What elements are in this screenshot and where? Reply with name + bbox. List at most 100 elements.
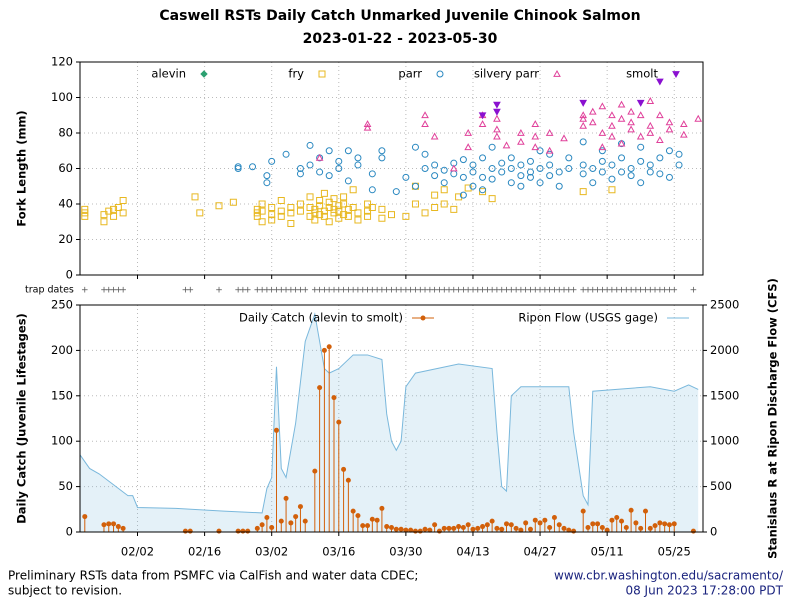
point: [579, 99, 588, 107]
trap-date-marker: +: [599, 286, 607, 296]
legend-marker: [436, 70, 444, 78]
catch-point: [374, 517, 380, 523]
trap-date-marker: +: [421, 286, 429, 296]
trap-date-marker: +: [402, 286, 410, 296]
trap-date-marker: +: [383, 286, 391, 296]
catch-point: [115, 524, 121, 530]
y-tick-label: 20: [58, 232, 73, 246]
point: [459, 156, 467, 164]
y2-tick-label: 1000: [710, 434, 739, 448]
point: [493, 108, 501, 116]
catch-point: [398, 526, 404, 532]
catch-point: [106, 521, 112, 527]
trap-date-marker: +: [498, 286, 506, 296]
point: [627, 125, 635, 133]
point: [325, 172, 333, 180]
point: [340, 193, 348, 201]
point: [469, 182, 477, 190]
catch-point: [264, 514, 270, 520]
point: [306, 212, 314, 220]
catch-point: [283, 495, 289, 501]
catch-point: [273, 427, 279, 433]
y-tick-label: 100: [51, 90, 73, 104]
catch-point: [216, 528, 222, 534]
legend-label: alevin: [151, 67, 186, 81]
x-tick-label: 02/02: [121, 545, 154, 559]
trap-date-marker: +: [115, 286, 123, 296]
trap-date-marker: +: [330, 286, 338, 296]
point: [364, 200, 372, 208]
point: [560, 134, 568, 142]
catch-point: [604, 527, 610, 533]
plot-frame: [79, 304, 704, 533]
legend-label: parr: [398, 67, 422, 81]
point: [340, 200, 348, 208]
catch-point: [513, 525, 519, 531]
point: [316, 202, 324, 210]
y2-tick-label: 2500: [710, 298, 739, 312]
catch-point: [235, 528, 241, 534]
trap-date-marker: +: [670, 286, 678, 296]
x-tick-label: 05/11: [591, 545, 624, 559]
point: [354, 209, 362, 217]
point: [110, 205, 118, 213]
point: [517, 128, 525, 136]
y-tick-label: 60: [58, 161, 73, 175]
flow-line: [79, 312, 699, 514]
point: [450, 170, 458, 178]
trap-date-marker: +: [613, 286, 621, 296]
trap-date-marker: +: [512, 286, 520, 296]
catch-point: [619, 518, 625, 524]
trap-date-marker: +: [536, 286, 544, 296]
point: [531, 143, 540, 151]
trap-date-marker: +: [182, 286, 190, 296]
catch-point: [657, 520, 663, 526]
point: [464, 184, 472, 192]
trap-date-marker: +: [589, 286, 597, 296]
trap-date-marker: +: [335, 286, 343, 296]
point: [694, 114, 703, 122]
legend-marker: [420, 315, 426, 321]
legend-label: Daily Catch (alevin to smolt): [239, 311, 403, 325]
point: [488, 143, 496, 151]
y-tick-label: 200: [51, 343, 73, 357]
trap-date-marker: +: [349, 286, 357, 296]
point: [344, 212, 352, 220]
plot-frame: [79, 61, 704, 276]
point: [354, 216, 362, 224]
point: [646, 97, 655, 104]
point: [440, 166, 448, 174]
point: [617, 114, 626, 122]
catch-point: [417, 528, 423, 534]
catch-point: [633, 520, 639, 526]
trap-date-marker: +: [594, 286, 602, 296]
catch-point: [389, 524, 394, 530]
catch-point: [245, 528, 251, 534]
catch-point: [360, 523, 366, 529]
point: [531, 132, 540, 140]
y-tick-label: 0: [66, 268, 73, 282]
chart-subtitle: 2023-01-22 - 2023-05-30: [303, 31, 498, 47]
catch-point: [441, 525, 447, 531]
point: [608, 111, 616, 119]
catch-point: [182, 528, 188, 534]
point: [119, 196, 127, 204]
point: [378, 154, 386, 162]
point: [679, 130, 688, 138]
catch-point: [326, 344, 332, 350]
point: [268, 216, 276, 224]
catch-point: [82, 514, 88, 520]
point: [656, 154, 664, 162]
trap-date-marker: +: [661, 286, 669, 296]
point: [498, 159, 506, 167]
point: [316, 168, 324, 176]
point: [636, 99, 645, 107]
point: [344, 147, 352, 155]
point: [579, 121, 588, 129]
x-tick-label: 02/16: [188, 545, 221, 559]
point: [368, 186, 376, 194]
point: [469, 168, 477, 176]
point: [588, 107, 597, 115]
point: [675, 161, 683, 169]
